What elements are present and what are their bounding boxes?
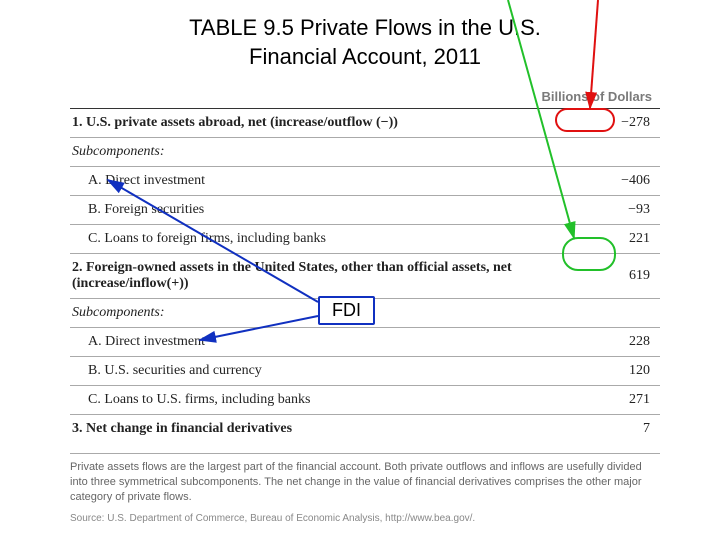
row-label: B. Foreign securities xyxy=(70,196,554,225)
row-value: 619 xyxy=(554,254,660,299)
data-table: 1. U.S. private assets abroad, net (incr… xyxy=(70,108,660,443)
row-value: 228 xyxy=(554,328,660,357)
fdi-callout-box: FDI xyxy=(318,296,375,325)
table-title: TABLE 9.5 Private Flows in the U.S. Fina… xyxy=(70,14,660,71)
row-label: 1. U.S. private assets abroad, net (incr… xyxy=(70,109,554,138)
table-row: Subcomponents: xyxy=(70,138,660,167)
fdi-label: FDI xyxy=(332,300,361,320)
row-value: 271 xyxy=(554,386,660,415)
slide-container: TABLE 9.5 Private Flows in the U.S. Fina… xyxy=(0,0,720,540)
table-row: B. U.S. securities and currency120 xyxy=(70,357,660,386)
row-value xyxy=(554,138,660,167)
row-value: −278 xyxy=(554,109,660,138)
table-row: 3. Net change in financial derivatives7 xyxy=(70,415,660,444)
title-line-1: TABLE 9.5 Private Flows in the U.S. xyxy=(189,15,541,40)
row-label: A. Direct investment xyxy=(70,167,554,196)
row-label: C. Loans to foreign firms, including ban… xyxy=(70,225,554,254)
row-label: Subcomponents: xyxy=(70,299,554,328)
row-value: 120 xyxy=(554,357,660,386)
table-row: A. Direct investment228 xyxy=(70,328,660,357)
row-label: 2. Foreign-owned assets in the United St… xyxy=(70,254,554,299)
row-value: −93 xyxy=(554,196,660,225)
table-row: C. Loans to U.S. firms, including banks2… xyxy=(70,386,660,415)
row-value: 7 xyxy=(554,415,660,444)
column-header: Billions of Dollars xyxy=(70,89,660,104)
row-value xyxy=(554,299,660,328)
row-value: −406 xyxy=(554,167,660,196)
row-label: A. Direct investment xyxy=(70,328,554,357)
row-label: B. U.S. securities and currency xyxy=(70,357,554,386)
footnote-text: Private assets flows are the largest par… xyxy=(70,453,660,505)
row-value: 221 xyxy=(554,225,660,254)
row-label: C. Loans to U.S. firms, including banks xyxy=(70,386,554,415)
table-row: 1. U.S. private assets abroad, net (incr… xyxy=(70,109,660,138)
table-row: C. Loans to foreign firms, including ban… xyxy=(70,225,660,254)
source-text: Source: U.S. Department of Commerce, Bur… xyxy=(70,513,660,524)
table-row: B. Foreign securities−93 xyxy=(70,196,660,225)
title-line-2: Financial Account, 2011 xyxy=(249,44,481,69)
table-row: 2. Foreign-owned assets in the United St… xyxy=(70,254,660,299)
row-label: Subcomponents: xyxy=(70,138,554,167)
table-row: A. Direct investment−406 xyxy=(70,167,660,196)
row-label: 3. Net change in financial derivatives xyxy=(70,415,554,444)
